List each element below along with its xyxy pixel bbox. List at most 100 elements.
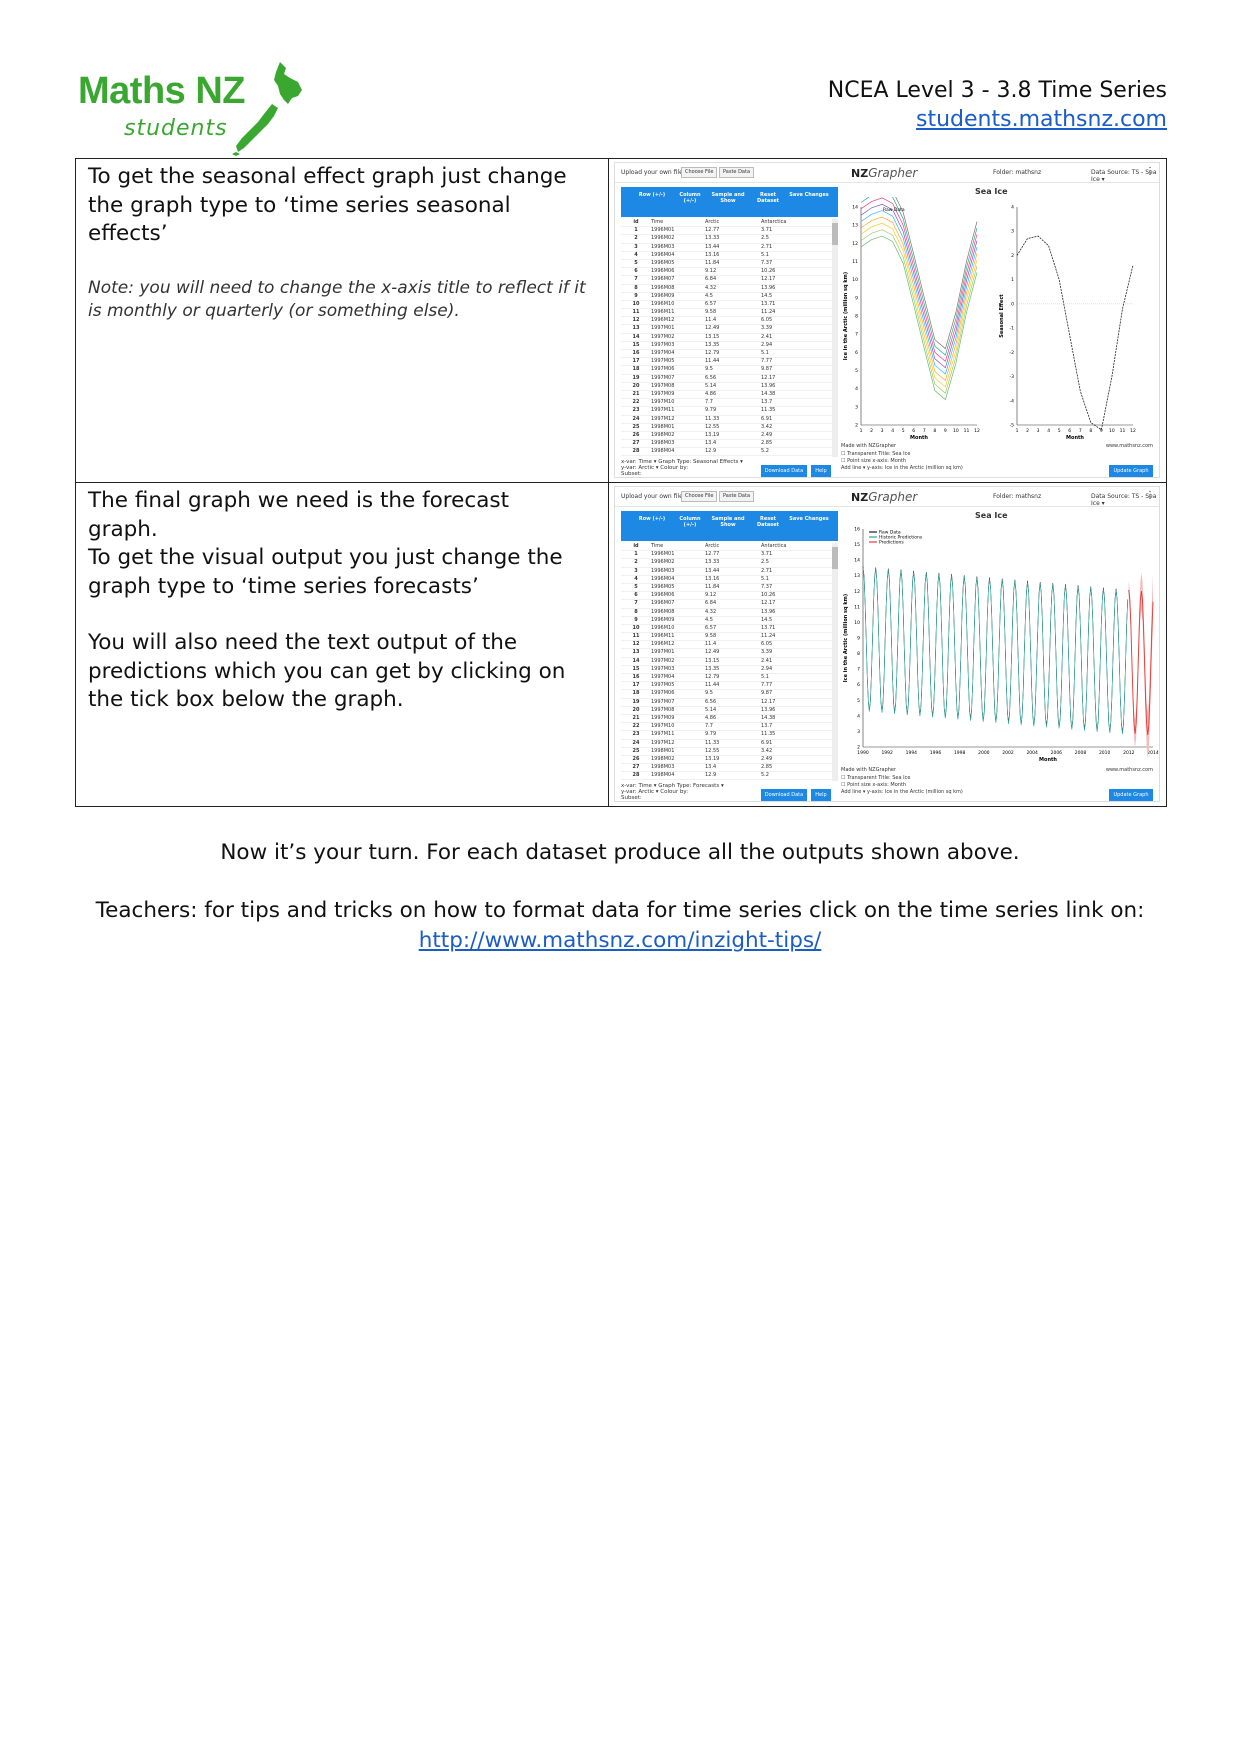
table-cell: 4.86 [705,390,717,397]
inzight-tips-link[interactable]: http://www.mathsnz.com/inzight-tips/ [418,928,822,953]
toolbar-button[interactable]: Sample and Show [711,516,745,528]
yvar-select[interactable]: y-var: Arctic ▾ Colour by: [621,789,689,795]
option-line[interactable]: ☐ Transparent Title: Sea Ice [841,451,911,457]
table-row: 11 1996M11 9.58 11.24 [621,309,838,318]
toolbar-button[interactable]: Save Changes [789,192,829,198]
logo-sub-text: students [124,116,228,141]
choose-file-button[interactable]: Choose File [681,167,718,178]
table-cell: 16 [632,674,640,680]
instruction-line: graph. [88,516,158,542]
table-cell: 7.7 [705,399,713,406]
table-cell: 1996M04 [651,251,675,258]
option-line[interactable]: Add line ▾ y-axis: Ice in the Arctic (mi… [841,465,963,471]
table-row: 3 1996M03 13.44 2.71 [621,568,838,576]
x-tick-label: 1 [860,428,863,434]
option-line[interactable]: ☐ Point size x-axis: Month [841,782,907,788]
paste-data-button[interactable]: Paste Data [719,167,755,178]
toolbar-button[interactable]: Row (+/-) [638,192,666,198]
help-button[interactable]: Help [811,789,831,801]
xvar-select[interactable]: x-var: Time ▾ Graph Type: Seasonal Effec… [621,459,743,465]
table-cell: 5.1 [761,251,769,258]
toolbar-button[interactable]: Reset Dataset [756,516,780,528]
table-row: 9 1996M09 4.5 14.5 [621,617,838,625]
table-row: 26 1998M02 13.19 2.49 [621,755,838,765]
table-cell: 1996M06 [651,268,675,275]
table-scrollbar[interactable] [832,543,838,781]
x-tick-label: 1998 [954,750,966,756]
y-tick-label: 4 [855,386,858,392]
help-button[interactable]: Help [811,465,831,477]
x-tick-label: 10 [1109,428,1115,434]
x-axis-title: Month [1066,435,1084,441]
table-cell: 1998M01 [651,423,675,430]
series-line [860,222,978,388]
y-tick-label: 10 [852,277,858,283]
option-line[interactable]: Add line ▾ y-axis: Ice in the Arctic (mi… [841,789,963,795]
table-cell: 1997M01 [651,649,675,656]
site-link[interactable]: students.mathsnz.com [916,107,1167,132]
toolbar-button[interactable]: Row (+/-) [638,516,666,522]
instruction-line: You will also need the text output of th… [88,630,518,655]
yvar-select[interactable]: y-var: Arctic ▾ Colour by: [621,465,689,471]
x-axis-title: Month [910,435,928,441]
table-cell: 5.2 [761,772,769,779]
data-source-select[interactable]: Data Source: TS - Sea Ice ▾ [1091,493,1157,507]
prediction-band [1128,572,1153,759]
table-cell: 11.33 [705,739,720,746]
table-cell: 1998M02 [651,431,675,438]
table-cell: 1996M09 [651,292,675,299]
option-line[interactable]: ☐ Transparent Title: Sea Ice [841,775,911,781]
choose-file-button[interactable]: Choose File [681,491,718,502]
forecast-chart: 2 3 4 5 6 7 8 9 10 11 12 13 14 15 16 1990 1992 1994 1996 19… [843,527,1159,764]
series-line [860,216,978,382]
menu-icon[interactable]: ⋮ [1145,166,1155,177]
x-tick-label: 8 [933,428,936,434]
table-scrollbar[interactable] [832,219,838,457]
x-tick-label: 1990 [857,750,869,756]
y-tick-label: 6 [855,350,858,356]
y-tick-label: -5 [1010,423,1015,429]
site-label: www.mathsnz.com [1105,767,1153,773]
table-cell: 4.86 [705,714,717,721]
table-cell: 4.32 [705,284,717,291]
table-row: 8 1996M08 4.32 13.96 [621,609,838,617]
table-cell: 26 [632,755,640,762]
logo-main-text: Maths NZ [78,70,246,112]
x-tick-label: 8 [1089,428,1092,434]
table-row: 14 1997M02 13.15 2.41 [621,658,838,666]
download-data-button[interactable]: Download Data [761,465,807,477]
table-cell: 1998M02 [651,755,675,762]
table-cell: 7 [634,276,638,283]
table-cell: 2.85 [761,440,773,447]
course-title: NCEA Level 3 - 3.8 Time Series [827,78,1167,103]
option-line[interactable]: ☐ Point size x-axis: Month [841,458,907,464]
table-cell: 5 [634,583,638,590]
toolbar-button[interactable]: Column (+/-) [679,516,701,528]
toolbar-button[interactable]: Save Changes [789,516,829,522]
toolbar-button[interactable]: Reset Dataset [756,192,780,204]
download-data-button[interactable]: Download Data [761,789,807,801]
toolbar-button[interactable]: Sample and Show [711,192,745,204]
update-graph-button[interactable]: Update Graph [1109,789,1153,801]
app-topbar: Upload your own file: Choose File Paste Da… [615,163,1159,183]
table-cell: 1997M07 [651,698,675,705]
column-header: Antarctica [761,219,787,225]
header-right: NCEA Level 3 - 3.8 Time Series students.… [828,76,1167,134]
table-row: The final graph we need is the forecast … [75,482,1167,807]
menu-icon[interactable]: ⋮ [1145,490,1155,501]
table-cell: 14 [632,333,640,340]
xvar-select[interactable]: x-var: Time ▾ Graph Type: Forecasts ▾ [621,783,724,789]
table-cell: 2.71 [761,567,773,574]
update-graph-button[interactable]: Update Graph [1109,465,1153,477]
data-source-select[interactable]: Data Source: TS - Sea Ice ▾ [1091,169,1157,183]
toolbar-button[interactable]: Column (+/-) [679,192,701,204]
paste-data-button[interactable]: Paste Data [719,491,755,502]
table-cell: 1996M07 [651,600,675,607]
table-cell: 1997M09 [651,714,675,721]
table-cell: 3.71 [761,227,773,234]
table-cell: 23 [632,407,640,414]
table-cell: 14.38 [761,714,776,721]
table-row: 7 1996M07 6.84 12.17 [621,276,838,285]
site-label: www.mathsnz.com [1105,443,1153,449]
table-cell: 1996M03 [651,567,675,574]
